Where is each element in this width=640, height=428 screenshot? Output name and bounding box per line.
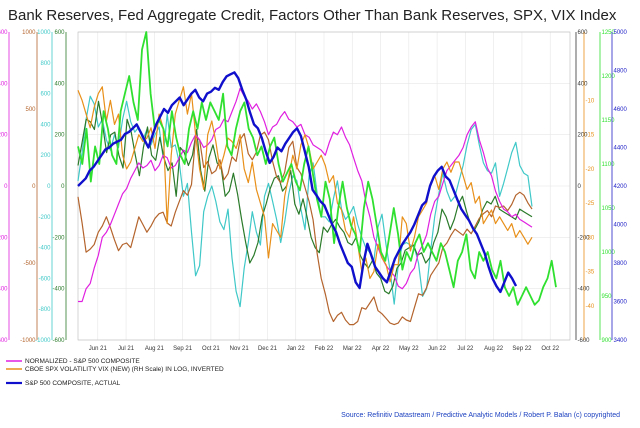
axis-tick-label-a3: -200	[38, 215, 51, 221]
axis-tick-label-a2: 500	[25, 107, 36, 113]
axis-tick-label-a6: -30	[586, 235, 595, 241]
x-tick-label: Feb 22	[315, 346, 334, 352]
axis-tick-label-a7: 1000	[602, 250, 616, 256]
series-line	[77, 131, 533, 326]
axis-tick-label-a7: 1250	[602, 30, 616, 36]
axis-tick-label-a8: 4400	[614, 146, 628, 152]
axis-tick-label-a7: 900	[602, 338, 613, 344]
axis-tick-label-a8: 5000	[614, 30, 628, 36]
x-tick-label: Mar 22	[343, 346, 362, 352]
axis-tick-label-a5: 400	[578, 81, 589, 87]
axis-tick-label-a3: 800	[40, 61, 51, 67]
month-labels: Jun 21 Jul 21 Aug 21 Sep 21 Oct 21 Nov 21 Dec …	[89, 346, 560, 352]
x-tick-label: Oct 21	[202, 346, 220, 352]
axis-tick-label-a1: -200	[0, 235, 8, 241]
axis-tick-label-a2: -500	[23, 261, 36, 267]
series-layer	[77, 31, 557, 326]
x-tick-label: Apr 22	[372, 346, 390, 352]
axis-tick-label-a6: -40	[586, 304, 595, 310]
axis-tick-label-a3: 600	[40, 92, 51, 98]
series-line	[77, 95, 533, 308]
axis-tick-label-a5: 200	[578, 133, 589, 139]
x-tick-label: Jun 22	[428, 346, 447, 352]
axis-tick-label-a5: 600	[578, 30, 589, 36]
axis-tick-label-a1: 400	[0, 81, 8, 87]
axis-tick-label-a8: 4600	[614, 107, 628, 113]
x-tick-label: Nov 21	[230, 346, 250, 352]
axis-tick-label-a4: -400	[52, 287, 65, 293]
axis-tick-label-a2: -1000	[20, 338, 36, 344]
axis-tick-label-a1: -600	[0, 338, 8, 344]
axis-tick-label-a7: 1050	[602, 206, 616, 212]
axis-tick-label-a2: 0	[32, 184, 36, 190]
axis-tick-label-a3: 1000	[37, 30, 51, 36]
chart-title: Bank Reserves, Fed Aggregate Credit, Fac…	[8, 7, 617, 24]
legend-label: S&P 500 COMPOSITE, ACTUAL	[25, 380, 121, 387]
axis-tick-label-a4: 600	[54, 30, 65, 36]
axis-tick-label-a2: 1000	[22, 30, 36, 36]
axis-tick-label-a3: -800	[38, 307, 51, 313]
x-tick-label: Jun 21	[89, 346, 108, 352]
axis-tick-label-a6: -20	[586, 167, 595, 173]
axes-layer: 6004002000-200-400-60010005000-500-10001…	[0, 30, 628, 344]
x-tick-label: Aug 21	[145, 346, 165, 352]
axis-tick-label-a4: -200	[52, 235, 65, 241]
x-tick-label: May 22	[399, 346, 419, 352]
axis-tick-label-a3: 0	[47, 184, 51, 190]
x-tick-label: Sep 22	[512, 346, 532, 352]
axis-tick-label-a8: 4800	[614, 69, 628, 75]
axis-tick-label-a8: 3400	[614, 338, 628, 344]
axis-tick-label-a5: -600	[578, 338, 591, 344]
axis-tick-label-a3: 400	[40, 122, 51, 128]
axis-tick-label-a5: 0	[578, 184, 582, 190]
legend-label: CBOE SPX VOLATILITY VIX (NEW) (RH Scale)…	[25, 366, 224, 373]
axis-tick-label-a6: -35	[586, 270, 595, 276]
axis-tick-label-a4: 0	[61, 184, 65, 190]
axis-tick-label-a1: 200	[0, 133, 8, 139]
x-tick-label: Jan 22	[287, 346, 306, 352]
axis-tick-label-a1: -400	[0, 287, 8, 293]
axis-tick-label-a3: -600	[38, 276, 51, 282]
x-tick-label: Jul 22	[457, 346, 474, 352]
axis-tick-label-a7: 1150	[602, 118, 616, 124]
x-tick-label: Dec 21	[258, 346, 278, 352]
series-line	[77, 71, 518, 294]
x-tick-label: Aug 22	[484, 346, 504, 352]
axis-tick-label-a8: 3600	[614, 300, 628, 306]
x-tick-label: Oct 22	[541, 346, 559, 352]
source-note: Source: Refinitiv Datastream / Predictiv…	[341, 412, 620, 419]
legend-label: NORMALIZED - S&P 500 COMPOSITE	[25, 358, 140, 365]
axis-tick-label-a1: 600	[0, 30, 8, 36]
axis-tick-label-a7: 1200	[602, 74, 616, 80]
axis-tick-label-a4: 200	[54, 133, 65, 139]
axis-tick-label-a3: -1000	[35, 338, 51, 344]
axis-tick-label-a1: 0	[4, 184, 8, 190]
series-line	[77, 86, 533, 283]
axis-tick-label-a6: -10	[586, 98, 595, 104]
axis-tick-label-a8: 4200	[614, 184, 628, 190]
x-tick-label: Sep 21	[173, 346, 193, 352]
axis-tick-label-a4: -600	[52, 338, 65, 344]
axis-tick-label-a6: -15	[586, 133, 595, 139]
axis-tick-label-a4: 400	[54, 81, 65, 87]
axis-tick-label-a6: -25	[586, 201, 595, 207]
series-line	[77, 100, 533, 295]
axis-tick-label-a3: -400	[38, 246, 51, 252]
x-tick-label: Jul 21	[118, 346, 135, 352]
axis-tick-label-a7: 1100	[602, 162, 616, 168]
axis-tick-label-a8: 3800	[614, 261, 628, 267]
axis-tick-label-a7: 950	[602, 294, 613, 300]
axis-tick-label-a3: 200	[40, 153, 51, 159]
axis-tick-label-a8: 4000	[614, 223, 628, 229]
